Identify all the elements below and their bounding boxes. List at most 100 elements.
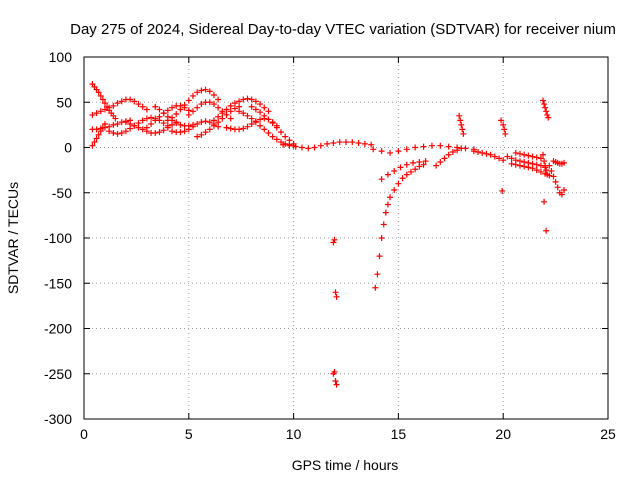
series-arc-d — [89, 120, 108, 149]
y-tick-label: -150 — [44, 275, 72, 291]
data-point — [95, 131, 102, 138]
data-point — [403, 171, 410, 178]
y-tick-label: -200 — [44, 321, 72, 337]
series-arc-q — [280, 139, 375, 152]
series-arc-ad — [540, 97, 552, 121]
data-point — [139, 117, 146, 124]
data-point — [311, 144, 318, 151]
data-point — [372, 284, 379, 291]
data-point — [118, 98, 125, 105]
data-point — [445, 151, 452, 158]
data-point — [223, 106, 230, 113]
data-point — [269, 120, 276, 127]
data-point — [127, 120, 134, 127]
data-point — [114, 100, 121, 107]
data-point — [236, 108, 243, 115]
data-point — [219, 115, 226, 122]
data-point — [198, 87, 205, 94]
data-point — [537, 155, 544, 162]
series-arc-af — [546, 162, 567, 198]
data-point — [317, 142, 324, 149]
data-point — [286, 137, 293, 144]
data-point — [336, 139, 343, 146]
data-point — [148, 114, 155, 121]
x-tick-label: 5 — [185, 426, 193, 442]
data-point — [139, 103, 146, 110]
data-point — [456, 112, 463, 119]
data-point — [278, 129, 285, 136]
x-tick-label: 10 — [286, 426, 302, 442]
data-point — [445, 143, 452, 150]
data-point — [99, 96, 106, 103]
data-point — [181, 101, 188, 108]
data-point — [160, 127, 167, 134]
data-point — [91, 139, 98, 146]
data-point — [533, 167, 540, 174]
data-point — [101, 106, 108, 113]
data-point — [139, 126, 146, 133]
data-point — [543, 227, 550, 234]
data-point — [93, 110, 100, 117]
data-point — [384, 171, 391, 178]
data-point — [529, 165, 536, 172]
data-point — [89, 142, 96, 149]
data-point — [407, 168, 414, 175]
data-point — [265, 130, 272, 137]
data-point — [449, 149, 456, 156]
data-point — [194, 133, 201, 140]
data-point — [97, 128, 104, 135]
data-point — [330, 139, 337, 146]
data-point — [331, 368, 338, 375]
data-point — [560, 159, 567, 166]
data-point — [395, 148, 402, 155]
plot-frame — [83, 56, 609, 420]
y-tick-label: -100 — [44, 230, 72, 246]
series-arc-z — [498, 117, 509, 194]
data-point — [143, 115, 150, 122]
data-point — [106, 128, 113, 135]
data-point — [206, 88, 213, 95]
y-tick-label: -300 — [44, 411, 72, 427]
data-point — [99, 124, 106, 131]
data-point — [374, 271, 381, 278]
data-point — [370, 146, 377, 153]
data-point — [127, 96, 134, 103]
data-point — [93, 135, 100, 142]
data-point — [355, 139, 362, 146]
data-point — [156, 129, 163, 136]
data-point — [541, 198, 548, 205]
data-point — [231, 100, 238, 107]
data-point — [223, 124, 230, 131]
data-point — [248, 96, 255, 103]
data-point — [198, 101, 205, 108]
data-point — [378, 235, 385, 241]
x-axis-label: GPS time / hours — [292, 457, 399, 473]
data-points — [89, 81, 567, 388]
data-point — [160, 110, 167, 117]
data-point — [173, 111, 180, 118]
data-point — [185, 111, 192, 118]
data-point — [265, 108, 272, 115]
data-point — [110, 130, 117, 137]
data-point — [330, 239, 337, 246]
y-tick-label: -250 — [44, 366, 72, 382]
data-point — [164, 117, 171, 124]
data-point — [537, 168, 544, 175]
data-point — [361, 140, 368, 147]
data-point — [164, 107, 171, 114]
data-point — [382, 209, 389, 216]
data-point — [333, 381, 340, 388]
data-point — [458, 121, 465, 128]
data-point — [210, 122, 217, 129]
data-point — [496, 155, 503, 162]
data-point — [324, 140, 331, 147]
data-point — [420, 161, 427, 168]
data-point — [533, 154, 540, 161]
data-point — [189, 92, 196, 99]
data-point — [282, 133, 289, 140]
data-point — [106, 104, 113, 111]
data-point — [215, 96, 222, 103]
series-arc-y — [470, 148, 507, 164]
data-point — [194, 89, 201, 96]
data-point — [387, 194, 394, 201]
